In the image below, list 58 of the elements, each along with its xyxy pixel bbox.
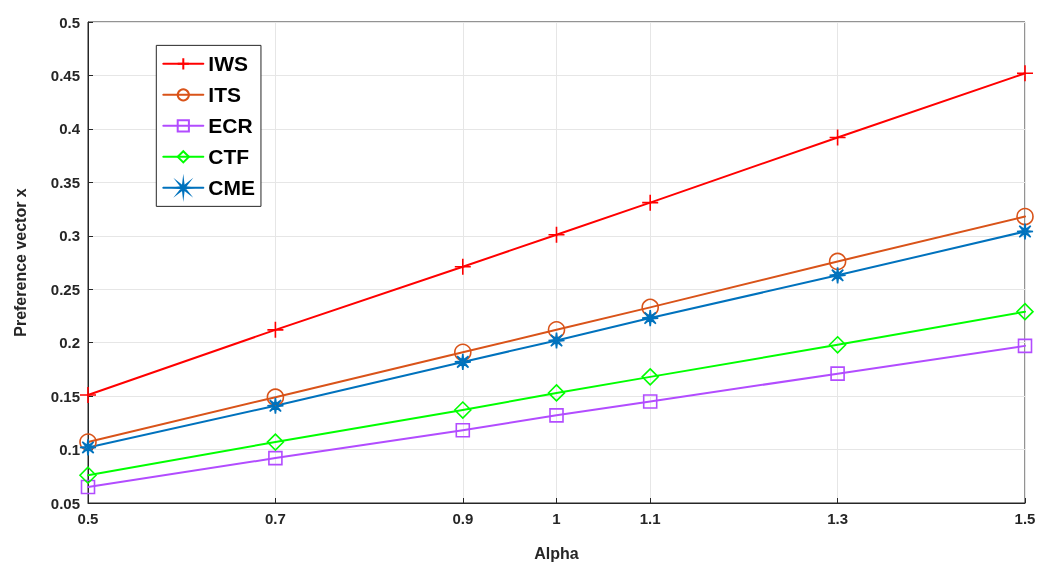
y-tick-label: 0.45 — [50, 66, 80, 84]
point — [547, 331, 566, 350]
point — [79, 386, 97, 404]
point — [268, 450, 283, 466]
point — [1017, 338, 1033, 354]
point — [79, 433, 97, 451]
point — [1016, 222, 1034, 241]
point — [549, 408, 564, 423]
point — [830, 366, 845, 381]
point — [266, 396, 285, 415]
x-tick-label: 1 — [552, 510, 561, 527]
point — [1016, 207, 1034, 226]
x-tick-label: 0.5 — [77, 510, 99, 527]
x-tick-label: 1.3 — [827, 510, 849, 527]
point — [828, 128, 847, 147]
x-tick-label: 1.1 — [639, 510, 661, 527]
legend-label: CME — [208, 176, 255, 200]
point — [1016, 302, 1034, 321]
point — [266, 388, 285, 406]
y-tick-label: 0.05 — [50, 494, 80, 512]
point — [79, 466, 97, 485]
point — [266, 433, 285, 451]
y-tick-label: 0.3 — [59, 227, 80, 245]
point — [641, 193, 659, 212]
point — [642, 394, 658, 409]
y-tick-label: 0.5 — [59, 13, 80, 31]
point — [641, 309, 659, 327]
point — [547, 384, 566, 402]
x-tick-label: 0.9 — [452, 510, 474, 527]
point — [454, 257, 472, 276]
point — [79, 438, 97, 457]
point — [1016, 64, 1034, 83]
legend-label: ECR — [208, 114, 253, 138]
y-tick-label: 0.35 — [50, 173, 80, 191]
point — [547, 225, 566, 244]
x-tick-label: 0.7 — [264, 510, 286, 527]
x-tick-label: 1.5 — [1014, 510, 1036, 527]
y-tick-label: 0.15 — [50, 387, 80, 405]
legend-label: CTF — [208, 145, 250, 169]
legend-label: ITS — [208, 83, 241, 107]
y-tick-label: 0.1 — [59, 441, 80, 459]
y-axis-title: Preference vector x — [11, 188, 29, 337]
point — [455, 423, 471, 438]
point — [641, 368, 659, 386]
x-axis-title: Alpha — [534, 544, 579, 562]
point — [454, 401, 472, 419]
y-tick-label: 0.25 — [50, 280, 80, 298]
point — [454, 353, 472, 371]
point — [828, 252, 847, 271]
y-tick-label: 0.4 — [59, 120, 81, 138]
point — [641, 298, 659, 317]
legend-label: IWS — [208, 52, 248, 76]
point — [80, 479, 96, 495]
point — [828, 266, 847, 285]
point — [828, 336, 847, 354]
point — [454, 343, 472, 362]
y-tick-label: 0.2 — [59, 334, 80, 352]
point — [266, 321, 285, 339]
